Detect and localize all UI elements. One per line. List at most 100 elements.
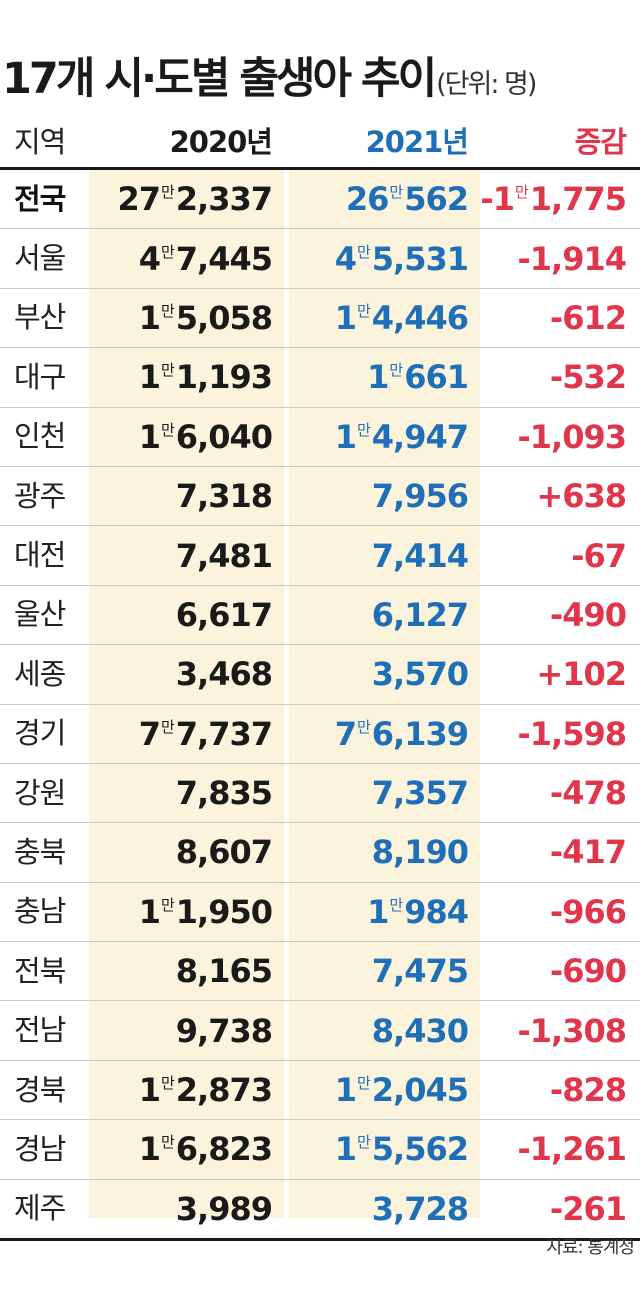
value-2021-man-value: 1 (367, 892, 389, 931)
value-change-rest: -612 (549, 298, 627, 337)
region-label: 울산 (14, 597, 66, 632)
value-change-rest: +102 (536, 655, 627, 694)
value-change-rest: -1,914 (517, 239, 627, 278)
value-2021-man-value: 1 (334, 1071, 357, 1110)
birth-table: 지역 2020년 2021년 증감 전국 27만2,337 26만562 -1만1,7… (0, 117, 640, 1242)
value-2021-rest: 8,190 (371, 833, 469, 872)
value-2021-man-unit: 만 (356, 1133, 371, 1152)
value-2021: 1만5,562 (335, 1133, 469, 1165)
value-change-man-unit: 만 (514, 183, 529, 202)
region-label: 대구 (14, 359, 66, 394)
value-2020: 7,835 (176, 777, 273, 809)
value-2021: 8,190 (371, 833, 469, 872)
value-change-rest: -1,261 (517, 1130, 627, 1169)
value-change-rest: +638 (536, 477, 627, 516)
value-2021-man-unit: 만 (356, 717, 371, 736)
value-2021: 3,728 (372, 1193, 469, 1225)
value-2021: 1만2,045 (334, 1071, 469, 1110)
value-2020: 1만2,873 (139, 1071, 273, 1110)
value-change-rest: -261 (549, 1189, 627, 1228)
value-2021-man-unit: 만 (389, 895, 404, 914)
value-change-rest: -1,308 (517, 1011, 627, 1050)
value-2020-man-value: 1 (138, 298, 161, 337)
value-2021: 4만5,531 (335, 239, 469, 278)
value-2020-man-unit: 만 (160, 242, 175, 261)
value-change: -690 (550, 955, 627, 987)
value-2020-rest: 5,058 (175, 298, 273, 337)
table-body: 전국 27만2,337 26만562 -1만1,775 서울 4만7,445 4만5,531… (0, 170, 640, 1242)
value-2020-man-value: 7 (138, 714, 161, 753)
value-change-rest: -417 (549, 833, 627, 872)
value-change: -67 (571, 540, 627, 572)
region-label: 서울 (14, 241, 66, 276)
value-change: -1,308 (518, 1015, 627, 1047)
value-2020-rest: 2,873 (175, 1071, 273, 1110)
value-2021: 1만4,446 (334, 298, 469, 337)
value-change-rest: -1,093 (517, 417, 627, 456)
value-2020-rest: 3,989 (175, 1189, 273, 1228)
chart-title-block: 17개 시·도별 출생아 추이 (단위: 명) (2, 44, 537, 104)
value-change-rest: -478 (549, 774, 627, 813)
value-change: -612 (549, 298, 627, 337)
source-note: 자료: 통계청 (546, 1237, 635, 1258)
value-change: -1,914 (518, 243, 627, 275)
value-2020-rest: 7,481 (175, 536, 273, 575)
table-row: 서울 4만7,445 4만5,531 -1,914 (0, 229, 640, 289)
region-label: 경기 (14, 716, 66, 751)
table-row: 강원 7,835 7,357 -478 (0, 764, 640, 824)
value-2020: 3,468 (176, 658, 273, 690)
table-row: 전북 8,165 7,475 -690 (0, 942, 640, 1002)
value-change: -532 (550, 361, 627, 393)
value-2021-man-unit: 만 (356, 242, 371, 261)
value-change: -1,261 (518, 1133, 627, 1165)
value-2020-rest: 7,318 (175, 477, 273, 516)
region-label: 경남 (14, 1131, 66, 1166)
header-2020: 2020년 (169, 124, 273, 159)
table-row: 전남 9,738 8,430 -1,308 (0, 1001, 640, 1061)
value-change-rest: -1,598 (517, 714, 627, 753)
value-2021-rest: 661 (404, 358, 469, 397)
value-2021-rest: 7,357 (371, 774, 469, 813)
value-2020-man-unit: 만 (160, 1074, 175, 1093)
region-label: 전남 (14, 1013, 66, 1048)
table-row: 전국 27만2,337 26만562 -1만1,775 (0, 170, 640, 230)
value-2020-man-unit: 만 (160, 1133, 175, 1152)
value-2020-rest: 6,040 (175, 417, 273, 456)
table-row: 경북 1만2,873 1만2,045 -828 (0, 1061, 640, 1121)
value-2021: 8,430 (372, 1015, 469, 1047)
value-2021-man-value: 26 (345, 180, 390, 219)
value-2020-man-unit: 만 (160, 183, 175, 202)
value-change-man-value: -1 (480, 180, 515, 219)
value-2021: 6,127 (372, 599, 469, 631)
value-change: -261 (549, 1189, 627, 1228)
value-2021: 7만6,139 (335, 714, 469, 753)
value-2020-rest: 7,737 (175, 714, 273, 753)
region-label: 충남 (14, 894, 66, 929)
table-row: 세종 3,468 3,570 +102 (0, 645, 640, 705)
region-label: 인천 (14, 419, 66, 454)
value-2020: 6,617 (176, 599, 273, 631)
value-2020-rest: 1,193 (175, 358, 273, 397)
value-change: -1,093 (518, 421, 627, 453)
value-2020-rest: 7,445 (175, 239, 273, 278)
region-label: 대전 (14, 538, 66, 573)
value-change: -1,598 (518, 718, 627, 750)
value-2020: 1만6,040 (139, 417, 273, 456)
value-2020: 4만7,445 (139, 239, 273, 278)
table-header-row: 지역 2020년 2021년 증감 (0, 117, 640, 170)
value-2021-man-unit: 만 (356, 301, 371, 320)
table-row: 대전 7,481 7,414 -67 (0, 526, 640, 586)
value-2020-man-unit: 만 (160, 895, 175, 914)
value-2021: 7,414 (372, 540, 469, 572)
value-2021-rest: 5,531 (371, 239, 469, 278)
value-change-rest: -828 (549, 1071, 627, 1110)
value-2021: 3,570 (372, 658, 469, 690)
header-2021: 2021년 (365, 124, 469, 159)
region-label: 부산 (14, 300, 66, 335)
value-2020-man-unit: 만 (160, 361, 175, 380)
value-change: +102 (536, 655, 627, 694)
value-2020-rest: 1,950 (175, 892, 273, 931)
value-2021-man-unit: 만 (356, 1074, 371, 1093)
value-2021-man-value: 1 (334, 298, 357, 337)
value-2021-rest: 6,139 (371, 714, 469, 753)
